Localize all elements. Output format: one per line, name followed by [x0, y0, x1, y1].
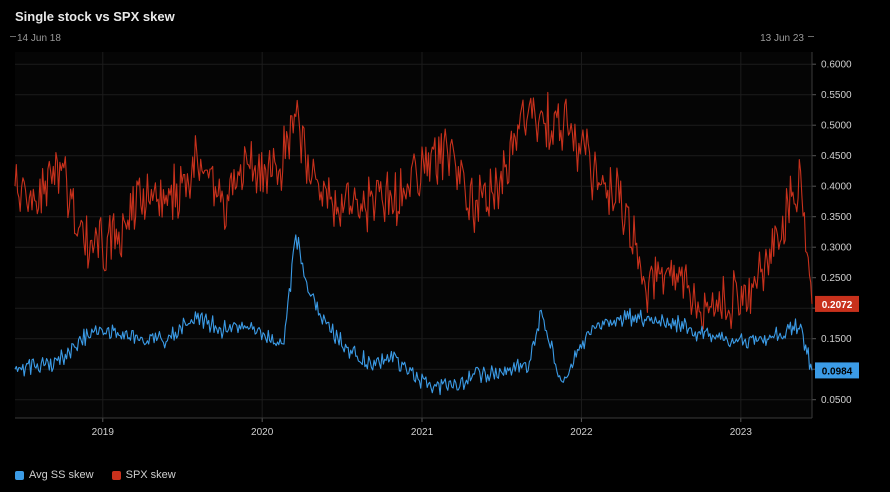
x-tick-label: 2020 [251, 427, 274, 438]
y-tick-label: 0.5500 [821, 90, 852, 101]
y-tick-label: 0.5000 [821, 121, 852, 132]
chart-title: Single stock vs SPX skew [15, 9, 175, 24]
legend-item-spx-skew[interactable]: SPX skew [111, 469, 176, 481]
range-end-marker [808, 36, 814, 43]
plot-area [15, 52, 812, 418]
y-tick-label: 0.6000 [821, 60, 852, 71]
x-tick-label: 2021 [411, 427, 434, 438]
chart-legend: Avg SS skew SPX skew [15, 469, 176, 481]
y-tick-label: 0.3000 [821, 243, 852, 254]
legend-label-spx-skew: SPX skew [125, 469, 176, 481]
x-tick-label: 2019 [92, 427, 115, 438]
y-tick-label: 0.4000 [821, 182, 852, 193]
date-range-end: 13 Jun 23 [760, 33, 804, 44]
series-line-avg-ss-skew [14, 234, 813, 396]
y-tick-label: 0.3500 [821, 212, 852, 223]
last-value-badge [815, 362, 859, 379]
last-value-label: 0.0984 [822, 366, 853, 377]
legend-label-avg-ss-skew: Avg SS skew [29, 469, 94, 481]
y-tick-label: 0.4500 [821, 151, 852, 162]
x-tick-label: 2022 [570, 427, 593, 438]
y-tick-label: 0.2500 [821, 273, 852, 284]
y-tick-label: 0.0500 [821, 395, 852, 406]
series-line-spx-skew [14, 91, 813, 330]
date-range-start: 14 Jun 18 [17, 33, 61, 44]
range-start-marker [10, 36, 16, 43]
legend-swatch-spx-skew [111, 470, 121, 480]
last-value-badge [815, 295, 859, 312]
last-value-label: 0.2072 [822, 300, 853, 311]
x-tick-label: 2023 [730, 427, 753, 438]
y-tick-label: 0.1500 [821, 334, 852, 345]
legend-item-avg-ss-skew[interactable]: Avg SS skew [15, 469, 94, 481]
legend-swatch-avg-ss-skew [15, 470, 24, 480]
